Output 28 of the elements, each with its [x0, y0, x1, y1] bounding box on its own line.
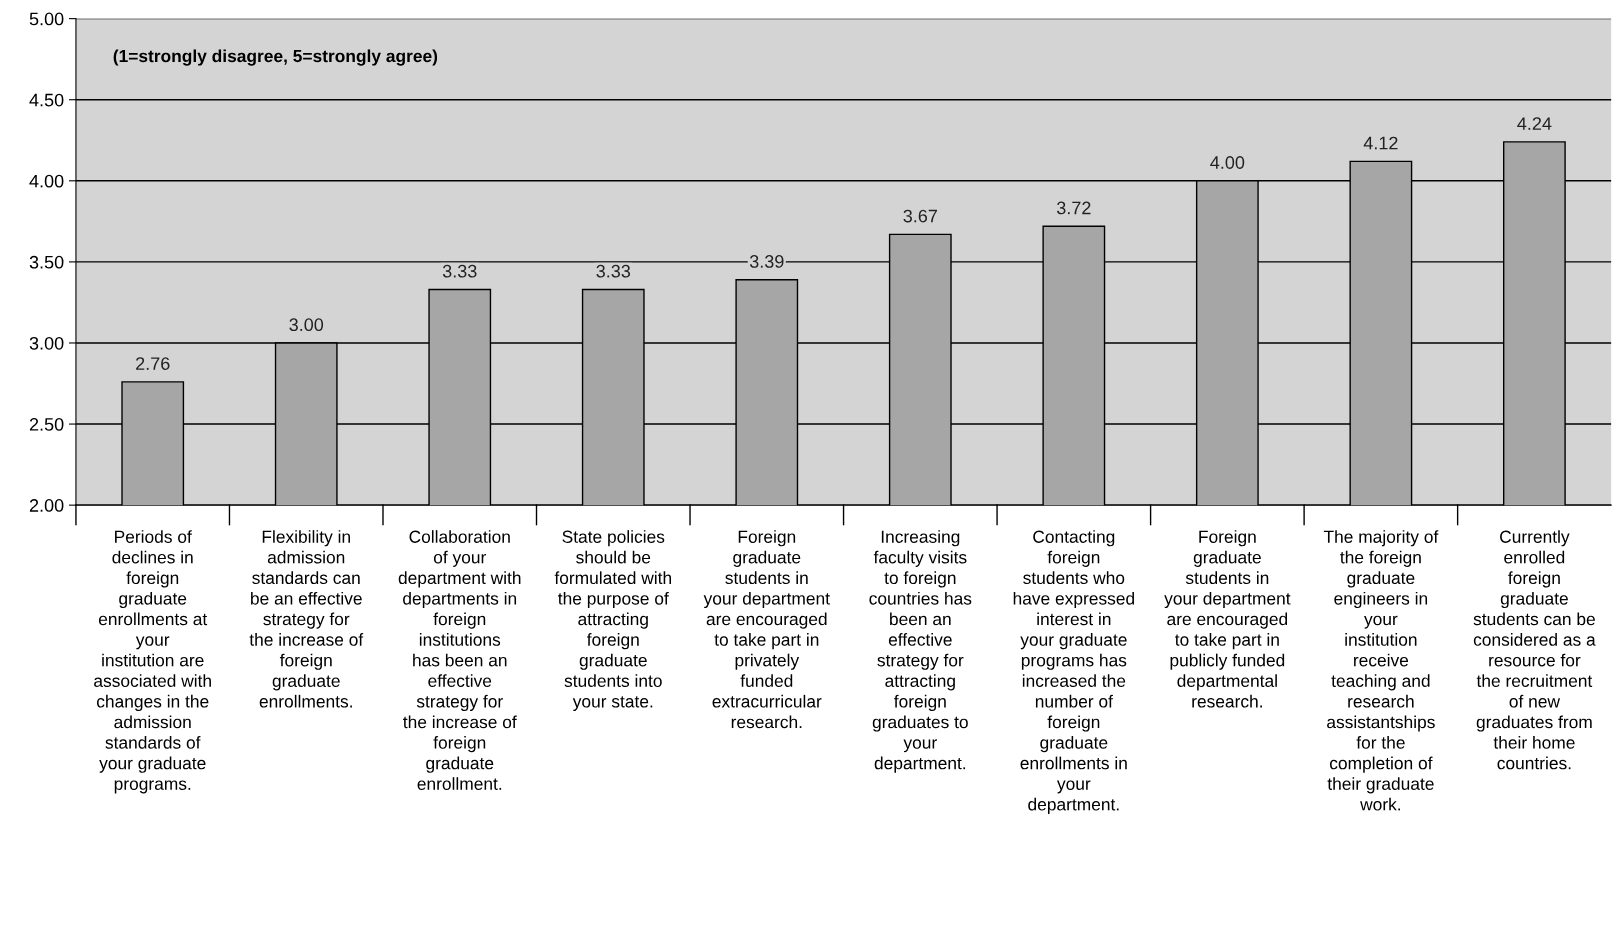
- y-tick-label: 3.50: [29, 255, 64, 269]
- y-tick-label: 4.00: [29, 174, 64, 188]
- data-label: 2.76: [136, 357, 170, 370]
- annotation: (1=strongly disagree, 5=strongly agree): [113, 49, 438, 66]
- data-label: 4.00: [1210, 156, 1245, 169]
- category-label: Currently enrolled foreign graduate students can be considered as a resource for the recruitment of new graduates from their home countries.: [1473, 530, 1596, 770]
- data-label: 3.72: [1056, 201, 1091, 215]
- category-label: Foreign graduate students in your department are encouraged to take part in privately funded extracurricular research.: [703, 530, 830, 729]
- data-label: 3.00: [289, 318, 324, 332]
- category-label: Foreign graduate students in your department are encouraged to take part in publicly funded departmental research.: [1164, 530, 1291, 708]
- category-label: The majority of the foreign graduate engineers in your institution receive teaching and research assistantships for the completion of their graduate work.: [1323, 530, 1439, 811]
- data-label: 3.67: [903, 209, 937, 223]
- category-label: Flexibility in admission standards can be an effective strategy for the increase of foreign graduate enrollments.: [249, 530, 364, 708]
- y-tick-label: 2.00: [29, 499, 64, 512]
- category-label: Collaboration of your department with departments in foreign institutions has been an effective strategy for the increase of foreign graduate enrollment.: [398, 530, 521, 790]
- category-label: State policies should be formulated with the purpose of attracting foreign graduate students into your state.: [554, 530, 672, 712]
- y-tick-label: 2.50: [29, 417, 64, 431]
- category-label: Periods of declines in foreign graduate enrollments at your institution are associated with changes in the admission standards of your graduate programs.: [94, 530, 211, 794]
- y-tick-label: 5.00: [29, 12, 64, 26]
- category-label: Increasing faculty visits to foreign countries has been an effective strategy for attracting foreign graduates to your department.: [869, 530, 972, 773]
- data-label: 3.33: [442, 264, 477, 278]
- y-tick-label: 4.50: [29, 93, 64, 107]
- data-label: 3.39: [749, 255, 784, 268]
- category-label: Contacting foreign students who have expressed interest in your graduate programs has increased the number of foreign graduate enrollments in your department.: [1013, 530, 1134, 814]
- data-label: 4.12: [1363, 136, 1398, 150]
- data-label: 3.33: [596, 264, 631, 278]
- y-tick-label: 3.00: [29, 336, 64, 350]
- data-label: 4.24: [1517, 117, 1552, 130]
